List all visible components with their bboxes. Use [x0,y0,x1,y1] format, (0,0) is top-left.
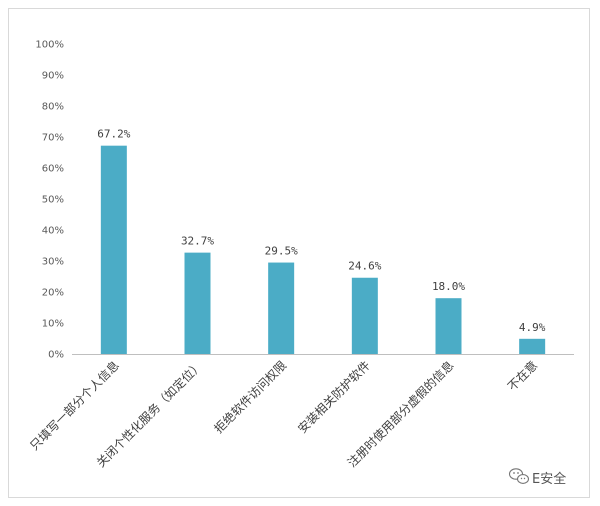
bar [268,262,295,354]
data-label: 29.5% [265,245,298,258]
wechat-icon [508,468,530,484]
category-label: 安装相关防护软件 [294,358,372,436]
y-tick-label: 50% [42,195,64,206]
y-tick-label: 100% [35,40,64,51]
y-tick-label: 60% [42,164,64,175]
bar [184,252,211,354]
y-tick-label: 40% [42,226,64,237]
y-tick-label: 80% [42,102,64,113]
bar [519,338,546,354]
y-axis: 0% 10% 20% 30% 40% 50% 60% 70% 80% 90% 100% [35,40,64,361]
data-label: 32.7% [181,235,214,248]
data-label: 18.0% [432,280,465,293]
y-tick-label: 0% [48,350,64,361]
category-label: 拒绝软件访问权限 [211,358,289,436]
data-label: 24.6% [348,260,381,273]
category-label: 不在意 [504,358,540,394]
data-label: 4.9% [519,321,546,334]
watermark: E安全 [508,468,566,487]
watermark-text: E安全 [532,471,566,487]
y-tick-label: 70% [42,133,64,144]
category-label: 只填写一部分个人信息 [26,358,121,453]
bar [351,277,378,354]
data-labels: 67.2% 32.7% 29.5% 24.6% 18.0% 4.9% [97,128,546,334]
bars [100,145,546,354]
y-tick-label: 10% [42,319,64,330]
y-tick-label: 90% [42,71,64,82]
y-tick-label: 30% [42,257,64,268]
bar [435,298,462,354]
y-tick-label: 20% [42,288,64,299]
bar [100,145,127,354]
data-label: 67.2% [97,128,130,141]
